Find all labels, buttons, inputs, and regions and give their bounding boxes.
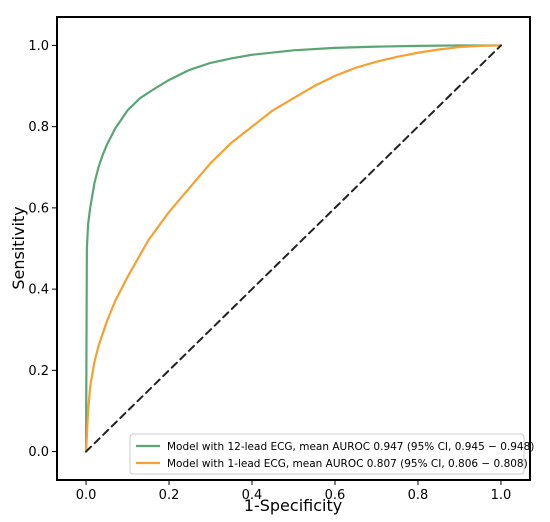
series-lines: [84, 44, 503, 453]
y-tick-label: 0.0: [28, 445, 49, 460]
legend-label: Model with 1-lead ECG, mean AUROC 0.807 …: [167, 458, 528, 470]
x-tick-label: 0.2: [159, 488, 180, 503]
x-tick-label: 1.0: [491, 488, 512, 503]
roc-curve-1: [84, 44, 503, 453]
y-axis-title: Sensitivity: [9, 206, 28, 289]
y-tick-label: 0.2: [28, 364, 49, 379]
roc-curve-2: [84, 44, 503, 453]
diagonal-reference-line: [85, 44, 502, 453]
legend-label: Model with 12-lead ECG, mean AUROC 0.947…: [167, 441, 534, 453]
legend-box: [129, 433, 525, 475]
y-tick-label: 1.0: [28, 39, 49, 54]
y-tick-label: 0.4: [28, 283, 49, 298]
y-tick-label: 0.8: [28, 120, 49, 135]
x-tick-label: 0.6: [325, 488, 346, 503]
x-tick-label: 0.4: [242, 488, 263, 503]
x-tick-label: 0.0: [76, 488, 97, 503]
x-axis-title: 1-Specificity: [244, 496, 342, 515]
axis-ticks: 0.0 0.2 0.4 0.6 0.8 1.0 0.0 0.2 0.4 0.6 0.8 1.0: [28, 39, 511, 503]
y-tick-label: 0.6: [28, 201, 49, 216]
x-tick-label: 0.8: [408, 488, 429, 503]
legend: Model with 12-lead ECG, mean AUROC 0.947…: [129, 433, 534, 475]
